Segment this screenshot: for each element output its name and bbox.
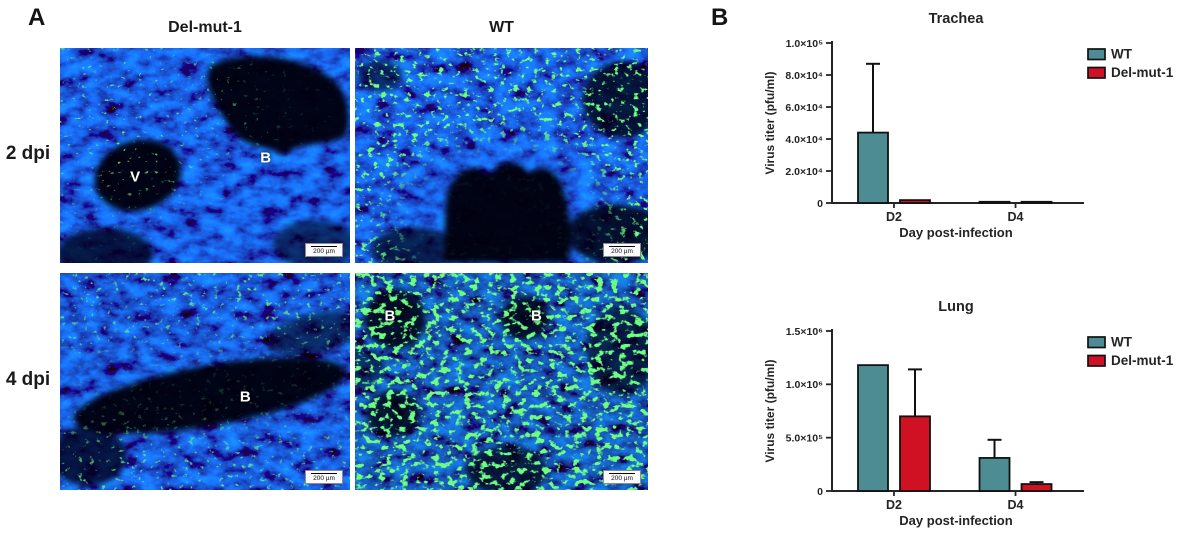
micrograph-del-mut-1-2dpi: 200 µm V B	[60, 48, 350, 263]
legend-label-WT: WT	[1111, 47, 1133, 62]
bar-Del-mut-1-D2	[899, 415, 931, 492]
scale-bar-line	[311, 472, 337, 474]
bar-Del-mut-1-D4	[1020, 483, 1053, 492]
scale-bar-text: 200 µm	[313, 247, 335, 255]
panel-b-label: B	[711, 4, 729, 31]
annotation-b: B	[530, 307, 543, 325]
micrograph-del-mut-1-4dpi: 200 µm B	[60, 273, 350, 490]
y-tick-label: 4.0×10⁴	[785, 134, 823, 146]
bar-Del-mut-1-D4	[1020, 200, 1053, 204]
row-label-4dpi: 4 dpi	[5, 369, 51, 390]
annotation-b: B	[239, 388, 252, 406]
scale-bar-text: 200 µm	[611, 247, 633, 255]
micrograph-wt-2dpi: 200 µm	[355, 48, 648, 263]
annotation-b: B	[260, 149, 272, 167]
x-tick-label: D2	[886, 498, 902, 512]
y-tick-label: 2.0×10⁴	[785, 166, 823, 178]
bar-WT-D4	[978, 200, 1011, 204]
chart-trachea: Trachea Virus titer (pfu/ml) 0 2.0×10⁴ 4.0×1…	[740, 2, 1200, 260]
chart-title: Trachea	[929, 11, 985, 27]
x-tick-label: D4	[1008, 210, 1024, 224]
y-tick-label: 1.0×10⁶	[786, 379, 823, 391]
fluorescence-image	[355, 48, 648, 263]
chart-lung: Lung Virus titer (pfu/ml) 0 5.0×10⁵ 1.0×10⁶ 1…	[740, 291, 1200, 547]
legend-swatch-Del-mut-1	[1087, 66, 1106, 79]
fluorescence-image	[355, 273, 648, 490]
scale-bar: 200 µm	[603, 469, 641, 484]
y-tick-label: 1.0×10⁵	[786, 38, 823, 50]
fluorescence-image	[60, 273, 350, 490]
y-tick-label: 0	[817, 486, 823, 498]
scale-bar-line	[311, 245, 337, 247]
legend-label-Del-mut-1: Del-mut-1	[1111, 353, 1174, 368]
bar-WT-D2	[857, 131, 889, 204]
column-header-wt: WT	[489, 19, 514, 36]
row-label-2dpi: 2 dpi	[5, 143, 51, 164]
scale-bar: 200 µm	[305, 242, 343, 257]
bar-WT-D2	[857, 364, 889, 492]
scale-bar: 200 µm	[603, 242, 641, 257]
bar-WT-D4	[978, 457, 1011, 492]
y-tick-label: 8.0×10⁴	[785, 70, 823, 82]
y-tick-label: 5.0×10⁵	[786, 432, 823, 444]
panel-a-label: A	[28, 4, 46, 31]
y-axis-label: Virus titer (pfu/ml)	[763, 359, 777, 462]
scale-bar-text: 200 µm	[611, 474, 633, 482]
fluorescence-image	[60, 48, 350, 263]
y-tick-label: 0	[817, 198, 823, 210]
chart-svg: Trachea Virus titer (pfu/ml) 0 2.0×10⁴ 4.0×1…	[763, 11, 1174, 240]
scale-bar-text: 200 µm	[313, 474, 335, 482]
legend-swatch-WT	[1087, 336, 1106, 349]
annotation-b: B	[384, 307, 396, 325]
bar-Del-mut-1-D2	[899, 199, 931, 204]
x-axis-label: Day post-infection	[899, 225, 1012, 240]
scale-bar: 200 µm	[305, 469, 343, 484]
x-tick-label: D2	[886, 210, 902, 224]
legend-swatch-WT	[1087, 48, 1106, 61]
annotation-v: V	[130, 168, 141, 186]
legend-swatch-Del-mut-1	[1087, 354, 1106, 367]
y-axis-label: Virus titer (pfu/ml)	[763, 71, 777, 174]
chart-svg: Lung Virus titer (pfu/ml) 0 5.0×10⁵ 1.0×10⁶ 1…	[763, 299, 1174, 528]
column-header-del-mut-1: Del-mut-1	[168, 19, 242, 36]
scale-bar-line	[609, 245, 635, 247]
y-tick-label: 1.5×10⁶	[786, 326, 823, 338]
scale-bar-line	[609, 472, 635, 474]
legend-label-WT: WT	[1111, 335, 1133, 350]
y-tick-label: 6.0×10⁴	[785, 102, 823, 114]
chart-title: Lung	[938, 299, 973, 315]
legend-label-Del-mut-1: Del-mut-1	[1111, 65, 1174, 80]
x-axis-label: Day post-infection	[899, 513, 1012, 528]
micrograph-wt-4dpi: 200 µm B B	[355, 273, 648, 490]
x-tick-label: D4	[1008, 498, 1024, 512]
